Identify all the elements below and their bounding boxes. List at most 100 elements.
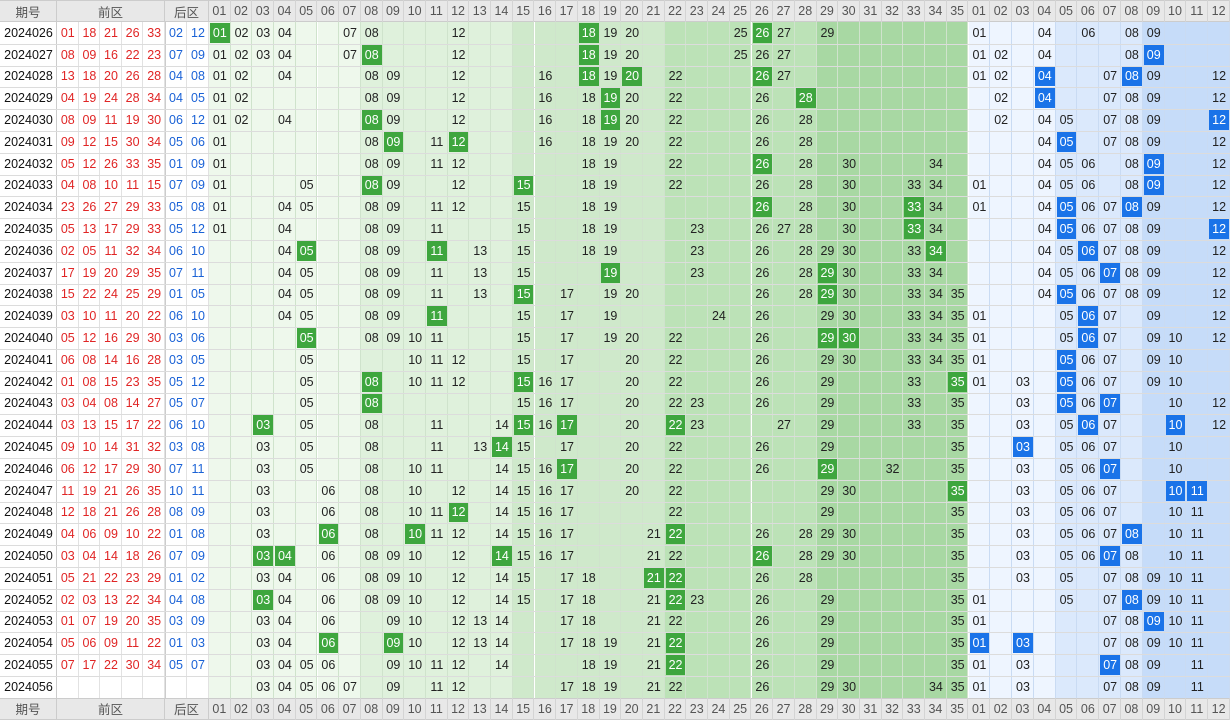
front-cell: 08 — [364, 156, 379, 171]
front-col-label: 18 — [578, 697, 600, 720]
front-hit: 01 — [210, 23, 230, 43]
front-cell: 04 — [277, 287, 292, 302]
back-col-label: 05 — [1056, 697, 1078, 720]
front-number: 01 — [60, 25, 75, 40]
back-col-label: 03 — [1012, 697, 1034, 720]
back-number: 04 — [169, 69, 183, 84]
front-cell: 20 — [625, 396, 640, 411]
front-hit: 10 — [405, 524, 425, 545]
back-cell: 04 — [1037, 156, 1052, 171]
front-col-label: 03 — [252, 0, 275, 22]
front-cell: 12 — [451, 352, 466, 367]
front-cell: 23 — [690, 265, 705, 280]
front-cell: 30 — [842, 200, 857, 215]
front-cell: 26 — [755, 222, 770, 237]
front-cell: 16 — [538, 396, 553, 411]
back-hit: 05 — [1056, 371, 1077, 392]
front-number: 12 — [60, 505, 75, 520]
front-cell: 14 — [494, 461, 509, 476]
front-cell: 03 — [256, 25, 271, 40]
front-cell: 28 — [798, 113, 813, 128]
back-cell: 08 — [1124, 178, 1139, 193]
back-number: 10 — [169, 483, 183, 498]
front-cell: 17 — [560, 570, 574, 585]
front-number: 34 — [147, 243, 162, 258]
back-cell: 05 — [1059, 178, 1074, 193]
front-number: 22 — [147, 309, 162, 324]
front-hit: 22 — [665, 568, 686, 588]
front-col-label: 29 — [817, 0, 839, 22]
front-number: 29 — [125, 222, 140, 237]
front-col-label: 08 — [361, 697, 383, 720]
front-number: 26 — [125, 69, 140, 84]
front-cell: 09 — [386, 200, 401, 215]
back-hit: 05 — [1056, 132, 1077, 152]
front-number: 29 — [125, 265, 140, 280]
front-cell: 29 — [820, 505, 835, 520]
back-number: 05 — [169, 200, 183, 215]
back-number: 06 — [169, 243, 183, 258]
front-cell: 10 — [408, 331, 423, 346]
row-line — [0, 65, 1230, 67]
front-zone-col — [860, 22, 882, 698]
front-cell: 35 — [950, 418, 965, 433]
front-cell: 17 — [560, 679, 574, 694]
issue: 2024047 — [4, 483, 53, 498]
back-number: 05 — [169, 222, 183, 237]
front-number: 14 — [125, 396, 140, 411]
back-cell: 12 — [1212, 287, 1227, 302]
back-cell: 01 — [972, 178, 987, 193]
back-number: 05 — [191, 352, 205, 367]
back-col-label: 12 — [1208, 0, 1230, 22]
issue: 2024054 — [4, 636, 53, 651]
front-number: 23 — [125, 570, 140, 585]
front-cell: 02 — [234, 25, 249, 40]
back-cell: 11 — [1190, 679, 1204, 694]
front-cell: 14 — [494, 570, 509, 585]
front-cell: 26 — [755, 440, 770, 455]
front-cell: 15 — [516, 200, 531, 215]
front-number: 29 — [125, 200, 140, 215]
front-cell: 23 — [690, 418, 705, 433]
row-line — [0, 501, 1230, 503]
front-cell: 08 — [364, 69, 379, 84]
issue: 2024030 — [4, 113, 53, 128]
front-cell: 09 — [386, 614, 401, 629]
front-number: 34 — [147, 592, 162, 607]
front-hit: 12 — [448, 502, 469, 523]
front-hit: 33 — [904, 197, 925, 218]
back-cell: 10 — [1168, 461, 1183, 476]
issue: 2024039 — [4, 309, 53, 324]
back-cell: 06 — [1081, 461, 1096, 476]
back-cell: 01 — [972, 47, 987, 62]
front-col-label: 06 — [318, 697, 340, 720]
front-cell: 15 — [516, 243, 531, 258]
front-cell: 14 — [494, 658, 509, 673]
front-cell: 19 — [603, 156, 618, 171]
back-hit: 07 — [1100, 655, 1121, 675]
back-cell: 09 — [1146, 352, 1161, 367]
front-number: 07 — [60, 658, 75, 673]
front-cell: 19 — [603, 222, 618, 237]
front-cell: 06 — [321, 658, 336, 673]
back-hit: 05 — [1056, 350, 1077, 370]
front-hit: 06 — [318, 633, 339, 654]
front-cell: 33 — [907, 287, 922, 302]
front-cell: 12 — [451, 549, 466, 564]
front-zone-col — [556, 22, 578, 698]
front-cell: 15 — [516, 396, 531, 411]
front-col-label: 07 — [339, 697, 361, 720]
issue: 2024026 — [4, 25, 53, 40]
back-number: 04 — [169, 592, 183, 607]
front-cell: 01 — [212, 113, 227, 128]
front-zone-col — [469, 22, 492, 698]
front-cell: 09 — [386, 570, 401, 585]
front-number: 19 — [125, 113, 140, 128]
front-cell: 03 — [256, 570, 271, 585]
front-cell: 15 — [516, 505, 531, 520]
front-number: 22 — [104, 658, 118, 673]
back-hit: 08 — [1122, 197, 1142, 218]
back-cell: 10 — [1168, 440, 1183, 455]
front-cell: 10 — [408, 614, 423, 629]
front-number: 16 — [125, 352, 140, 367]
